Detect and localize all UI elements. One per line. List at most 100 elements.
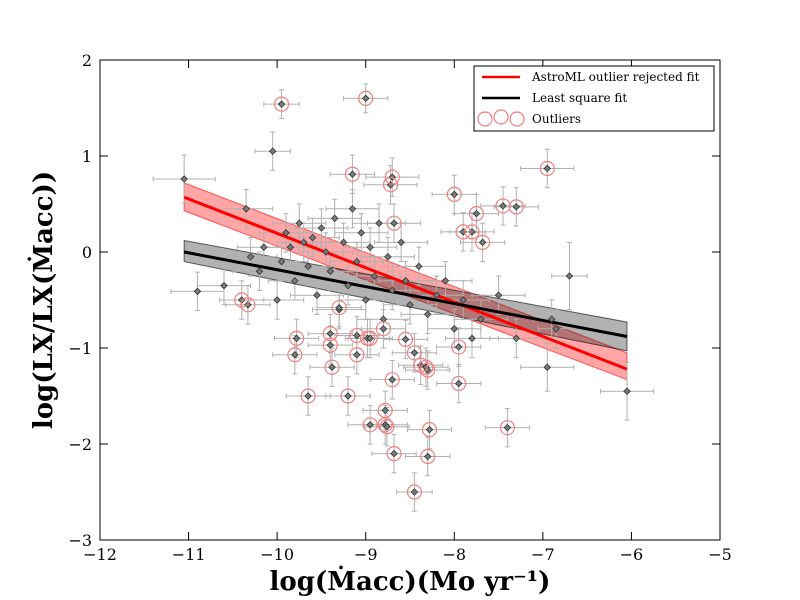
outlier-marker	[451, 375, 467, 392]
outlier-point	[454, 343, 463, 351]
legend-label-outliers: Outliers	[532, 112, 581, 126]
legend-outlier-marker-1	[477, 111, 493, 127]
data-point	[375, 219, 383, 227]
outlier-marker	[340, 388, 356, 404]
outlier-marker	[406, 345, 423, 361]
outlier-marker	[322, 337, 338, 353]
data-point	[220, 281, 228, 290]
outlier-marker	[273, 96, 290, 112]
outlier-marker	[379, 419, 395, 435]
data-point	[277, 257, 286, 266]
data-point	[401, 277, 410, 285]
outlier-point	[390, 449, 398, 458]
x-tick-label: −6	[620, 545, 644, 564]
outlier-marker	[420, 362, 436, 378]
outlier-marker	[324, 359, 340, 375]
data-point	[299, 238, 308, 247]
data-point	[246, 253, 255, 261]
y-tick-label: −1	[68, 339, 92, 358]
outlier-marker	[362, 330, 378, 346]
data-point	[308, 233, 317, 242]
outlier-point	[381, 406, 389, 415]
outlier-marker	[421, 422, 438, 438]
data-point	[357, 229, 366, 237]
outlier-point	[326, 341, 335, 349]
outlier-point	[244, 301, 252, 309]
outlier-point	[390, 219, 398, 227]
outlier-marker	[344, 166, 361, 182]
outlier-point	[292, 334, 301, 343]
data-point	[326, 267, 335, 275]
data-point	[552, 325, 560, 333]
x-axis-label: log(Ṁacc)(Mo yr⁻¹)	[270, 565, 551, 597]
outlier-point	[410, 349, 419, 357]
outlier-point	[348, 170, 357, 179]
data-point	[339, 238, 348, 247]
y-tick-label: 1	[82, 147, 92, 166]
data-point	[468, 334, 476, 343]
outlier-marker	[499, 420, 516, 436]
y-tick-label: −3	[68, 531, 92, 550]
outlier-rings	[234, 90, 555, 500]
data-point	[423, 310, 432, 319]
outlier-point	[361, 94, 370, 103]
data-point	[543, 363, 552, 371]
outlier-point	[326, 329, 335, 338]
outlier-point	[277, 100, 286, 108]
outlier-point	[499, 202, 507, 210]
outlier-marker	[420, 448, 436, 465]
data-point	[268, 147, 277, 155]
x-tick-label: −8	[442, 545, 466, 564]
data-point	[242, 205, 250, 213]
x-tick-label: −7	[531, 545, 555, 564]
data-point	[415, 262, 423, 271]
y-tick-label: 2	[82, 51, 92, 70]
outlier-point	[366, 421, 374, 429]
outlier-point	[503, 423, 512, 432]
outlier-marker	[508, 199, 524, 215]
x-tick-label: −9	[354, 545, 378, 564]
outlier-marker	[300, 388, 316, 404]
outlier-point	[410, 488, 419, 496]
outlier-point	[344, 392, 352, 400]
outlier-point	[425, 425, 434, 434]
data-point	[406, 301, 414, 309]
outlier-point	[335, 303, 343, 312]
data-point	[397, 238, 405, 247]
data-point	[477, 315, 485, 323]
outlier-point	[401, 335, 410, 344]
data-point	[623, 387, 631, 395]
outlier-point	[450, 190, 459, 199]
data-point	[432, 291, 441, 299]
data-point	[260, 243, 268, 251]
outlier-marker	[475, 234, 491, 250]
outlier-point	[383, 422, 391, 431]
outlier-marker	[418, 359, 434, 375]
outlier-marker	[287, 347, 303, 363]
data-point	[273, 296, 281, 304]
data-point	[361, 296, 370, 304]
outlier-marker	[386, 446, 402, 462]
data-point	[459, 296, 467, 304]
data-point	[291, 277, 299, 285]
data-points	[180, 94, 631, 496]
data-point	[348, 205, 357, 213]
outlier-point	[366, 334, 374, 343]
outlier-marker	[382, 177, 399, 193]
data-point	[330, 214, 339, 223]
outlier-point	[353, 350, 361, 359]
outlier-marker	[384, 169, 400, 185]
data-point	[193, 287, 202, 296]
data-point	[441, 277, 450, 285]
data-point	[304, 262, 312, 271]
outlier-marker	[397, 331, 414, 347]
y-tick-label: 0	[82, 243, 92, 262]
data-point	[322, 248, 330, 256]
outlier-point	[423, 366, 432, 374]
data-point	[286, 243, 295, 251]
outlier-point	[304, 392, 312, 400]
legend-label-astroml: AstroML outlier rejected fit	[531, 70, 700, 84]
outlier-marker	[464, 224, 480, 240]
y-tick-label: −2	[68, 435, 92, 454]
